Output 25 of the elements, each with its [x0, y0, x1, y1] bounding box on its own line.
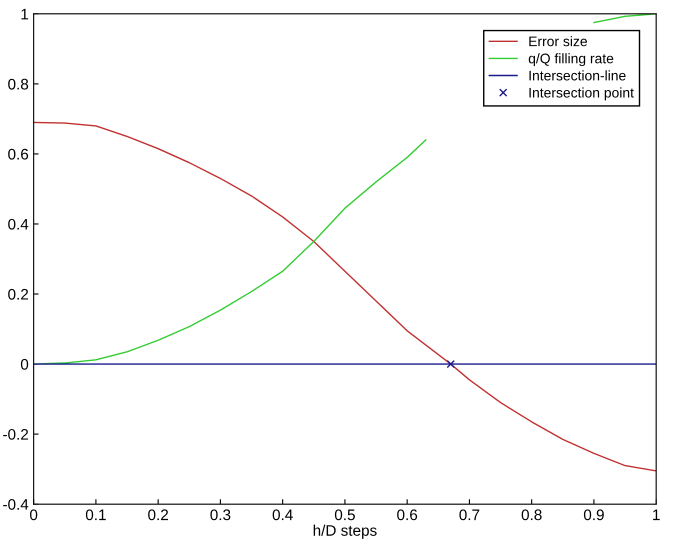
legend-label: Intersection point: [529, 87, 634, 100]
line-series: [34, 122, 656, 472]
x-tick-label: 0.6: [397, 509, 418, 520]
legend-label: Intersection-line: [529, 70, 626, 80]
y-tick-label: 0.8: [8, 78, 28, 90]
x-axis-title: h/D steps: [314, 524, 377, 539]
x-tick-label: 0.5: [334, 509, 355, 520]
y-tick-label: -0.4: [3, 499, 28, 510]
x-tick-label: 0: [30, 509, 38, 520]
x-tick-label: 0.7: [459, 509, 480, 520]
x-tick-label: 0.3: [210, 509, 230, 520]
x-tick-label: 0.8: [522, 509, 542, 520]
y-tick-label: 0.6: [8, 148, 28, 160]
y-tick-label: 0.4: [8, 218, 28, 230]
y-tick-label: 0.2: [8, 288, 28, 300]
x-tick-label: 0.2: [148, 509, 168, 520]
y-tick-label: 0: [20, 358, 28, 370]
legend-label: Error size: [529, 36, 587, 46]
x-tick-label: 0.4: [272, 509, 293, 520]
y-tick-label: 1: [21, 8, 28, 20]
x-tick-label: 0.9: [584, 509, 604, 520]
legend-label: q/Q filling rate: [528, 53, 614, 66]
x-tick-label: 0.1: [86, 509, 106, 520]
x-tick-label: 1: [653, 510, 660, 520]
y-tick-label: -0.2: [3, 428, 28, 440]
